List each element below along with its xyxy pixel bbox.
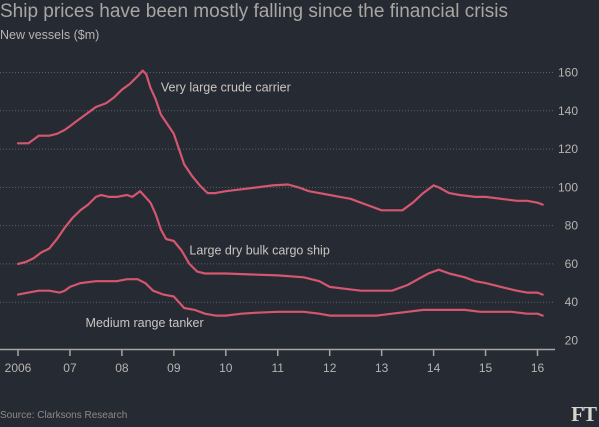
chart-subtitle: New vessels ($m) [0, 28, 100, 42]
x-tick-label: 11 [272, 361, 285, 375]
grid [0, 72, 555, 303]
x-tick-label: 07 [63, 361, 77, 375]
y-tick-label: 60 [565, 257, 579, 271]
series-label-1: Very large crude carrier [161, 81, 291, 95]
x-tick-label: 16 [531, 361, 545, 375]
ft-logo: FT [571, 402, 597, 426]
x-tick-label: 10 [219, 361, 233, 375]
y-tick-label: 120 [558, 142, 578, 156]
y-tick-label: 80 [565, 219, 579, 233]
y-tick-label: 40 [565, 295, 579, 309]
x-tick-label: 15 [479, 361, 493, 375]
y-axis-ticks: 20 40 60 80 100 120 140 160 [558, 66, 578, 348]
y-tick-label: 20 [565, 334, 579, 348]
series-label-3: Medium range tanker [86, 316, 204, 330]
x-tick-label: 09 [167, 361, 181, 375]
series-lines [16, 69, 544, 317]
x-tick-label: 2006 [5, 361, 32, 375]
x-tick-label: 08 [115, 361, 129, 375]
x-tick-label: 13 [375, 361, 389, 375]
chart-title: Ship prices have been mostly falling sin… [0, 1, 508, 22]
x-tick-label: 14 [427, 361, 441, 375]
y-tick-label: 160 [558, 66, 578, 80]
series-labels: Very large crude carrier Large dry bulk c… [86, 81, 330, 330]
series-line-1 [16, 69, 544, 212]
series-line-3 [16, 278, 544, 317]
y-tick-label: 140 [558, 104, 578, 118]
source-note: Source: Clarksons Research [0, 410, 128, 421]
y-tick-label: 100 [558, 180, 578, 194]
series-line-2 [16, 190, 544, 296]
series-label-2: Large dry bulk cargo ship [189, 243, 329, 257]
x-axis: 2006 07 08 09 10 11 12 13 14 15 16 [0, 348, 555, 375]
x-tick-label: 12 [323, 361, 337, 375]
